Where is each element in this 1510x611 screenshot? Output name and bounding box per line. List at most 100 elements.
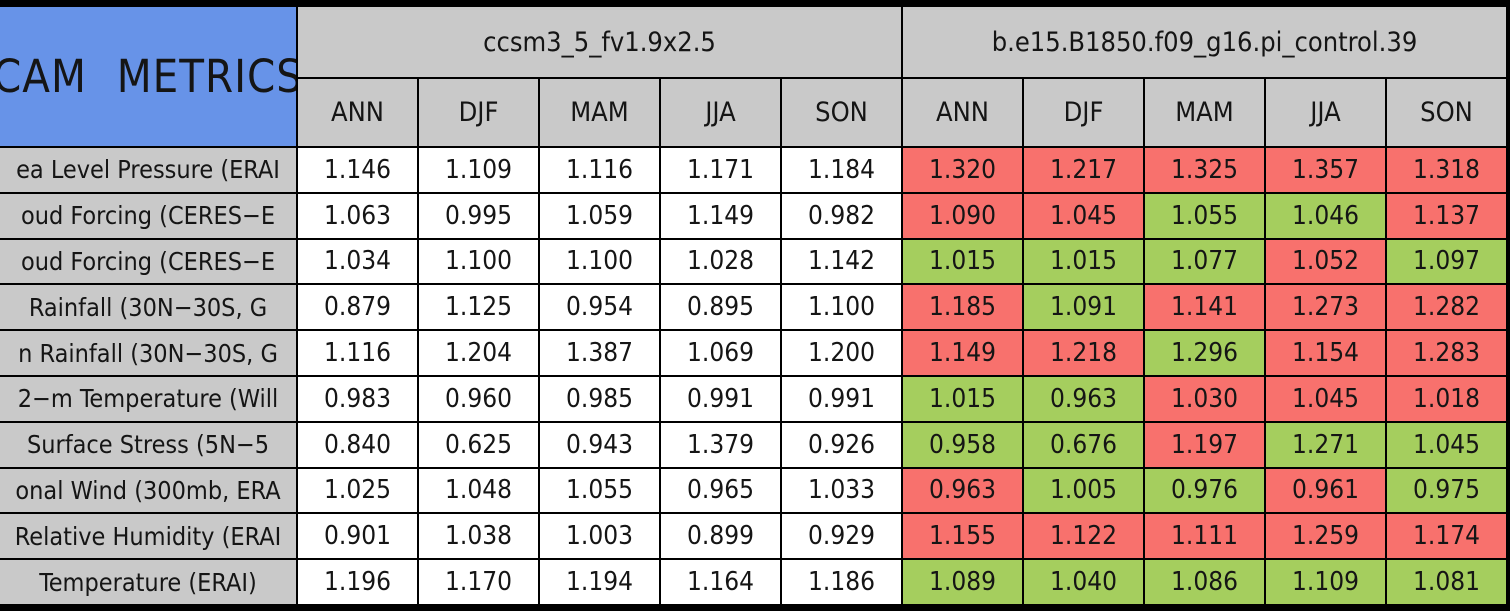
value-cell: 1.318 xyxy=(1386,147,1507,193)
value-cell: 1.055 xyxy=(1144,192,1265,239)
value-cell: 1.038 xyxy=(418,513,539,560)
value-cell: 1.357 xyxy=(1265,147,1386,193)
value-cell: 0.879 xyxy=(297,284,418,331)
value-cell: 1.048 xyxy=(418,467,539,514)
value-cell: 1.174 xyxy=(1386,513,1507,560)
value-cell: 1.100 xyxy=(781,284,902,331)
value-cell: 1.320 xyxy=(902,147,1023,193)
value-cell: 0.676 xyxy=(1023,421,1144,468)
row-label: Temperature (ERAI) xyxy=(0,559,297,605)
value-cell: 1.100 xyxy=(539,238,660,285)
row-label: ea Level Pressure (ERAI xyxy=(0,147,297,193)
season-header: DJF xyxy=(418,78,539,147)
value-cell: 0.983 xyxy=(297,375,418,422)
value-cell: 1.089 xyxy=(902,559,1023,605)
value-cell: 1.171 xyxy=(660,147,781,193)
value-cell: 1.146 xyxy=(297,147,418,193)
season-header: JJA xyxy=(660,78,781,147)
value-cell: 1.141 xyxy=(1144,284,1265,331)
value-cell: 0.982 xyxy=(781,192,902,239)
value-cell: 0.901 xyxy=(297,513,418,560)
value-cell: 0.899 xyxy=(660,513,781,560)
value-cell: 1.018 xyxy=(1386,375,1507,422)
value-cell: 1.063 xyxy=(297,192,418,239)
value-cell: 1.030 xyxy=(1144,375,1265,422)
value-cell: 1.259 xyxy=(1265,513,1386,560)
value-cell: 1.149 xyxy=(902,330,1023,376)
value-cell: 1.185 xyxy=(902,284,1023,331)
value-cell: 0.985 xyxy=(539,375,660,422)
value-cell: 1.097 xyxy=(1386,238,1507,285)
season-header: MAM xyxy=(1144,78,1265,147)
value-cell: 1.091 xyxy=(1023,284,1144,331)
value-cell: 0.625 xyxy=(418,421,539,468)
value-cell: 1.045 xyxy=(1265,375,1386,422)
season-header: SON xyxy=(1386,78,1507,147)
season-header: ANN xyxy=(297,78,418,147)
value-cell: 1.055 xyxy=(539,467,660,514)
value-cell: 1.109 xyxy=(1265,559,1386,605)
value-cell: 1.296 xyxy=(1144,330,1265,376)
value-cell: 1.109 xyxy=(418,147,539,193)
value-cell: 1.164 xyxy=(660,559,781,605)
season-header: MAM xyxy=(539,78,660,147)
value-cell: 1.217 xyxy=(1023,147,1144,193)
value-cell: 1.142 xyxy=(781,238,902,285)
value-cell: 0.963 xyxy=(902,467,1023,514)
row-label: n Rainfall (30N−30S, G xyxy=(0,330,297,376)
value-cell: 1.081 xyxy=(1386,559,1507,605)
value-cell: 1.204 xyxy=(418,330,539,376)
value-cell: 0.976 xyxy=(1144,467,1265,514)
value-cell: 0.961 xyxy=(1265,467,1386,514)
value-cell: 0.926 xyxy=(781,421,902,468)
value-cell: 0.929 xyxy=(781,513,902,560)
value-cell: 1.116 xyxy=(539,147,660,193)
value-cell: 0.991 xyxy=(781,375,902,422)
value-cell: 1.040 xyxy=(1023,559,1144,605)
value-cell: 1.025 xyxy=(297,467,418,514)
value-cell: 1.379 xyxy=(660,421,781,468)
model-group-header-1: ccsm3_5_fv1.9x2.5 xyxy=(297,6,902,78)
season-header: ANN xyxy=(902,78,1023,147)
row-label: Surface Stress (5N−5 xyxy=(0,421,297,468)
value-cell: 0.943 xyxy=(539,421,660,468)
value-cell: 1.015 xyxy=(1023,238,1144,285)
value-cell: 1.196 xyxy=(297,559,418,605)
value-cell: 0.991 xyxy=(660,375,781,422)
value-cell: 1.090 xyxy=(902,192,1023,239)
value-cell: 1.154 xyxy=(1265,330,1386,376)
row-label: 2−m Temperature (Will xyxy=(0,375,297,422)
value-cell: 0.965 xyxy=(660,467,781,514)
value-cell: 1.052 xyxy=(1265,238,1386,285)
season-header: SON xyxy=(781,78,902,147)
value-cell: 0.975 xyxy=(1386,467,1507,514)
value-cell: 1.059 xyxy=(539,192,660,239)
value-cell: 0.954 xyxy=(539,284,660,331)
value-cell: 0.963 xyxy=(1023,375,1144,422)
value-cell: 0.960 xyxy=(418,375,539,422)
value-cell: 0.958 xyxy=(902,421,1023,468)
value-cell: 1.184 xyxy=(781,147,902,193)
row-label: Rainfall (30N−30S, G xyxy=(0,284,297,331)
value-cell: 1.282 xyxy=(1386,284,1507,331)
value-cell: 1.086 xyxy=(1144,559,1265,605)
value-cell: 1.194 xyxy=(539,559,660,605)
season-header: JJA xyxy=(1265,78,1386,147)
value-cell: 1.273 xyxy=(1265,284,1386,331)
value-cell: 1.200 xyxy=(781,330,902,376)
value-cell: 1.015 xyxy=(902,375,1023,422)
value-cell: 1.137 xyxy=(1386,192,1507,239)
value-cell: 0.995 xyxy=(418,192,539,239)
value-cell: 1.149 xyxy=(660,192,781,239)
value-cell: 1.034 xyxy=(297,238,418,285)
value-cell: 1.069 xyxy=(660,330,781,376)
row-label: oud Forcing (CERES−E xyxy=(0,238,297,285)
value-cell: 1.155 xyxy=(902,513,1023,560)
row-label: oud Forcing (CERES−E xyxy=(0,192,297,239)
value-cell: 1.122 xyxy=(1023,513,1144,560)
value-cell: 1.045 xyxy=(1386,421,1507,468)
value-cell: 1.325 xyxy=(1144,147,1265,193)
value-cell: 1.197 xyxy=(1144,421,1265,468)
value-cell: 1.045 xyxy=(1023,192,1144,239)
